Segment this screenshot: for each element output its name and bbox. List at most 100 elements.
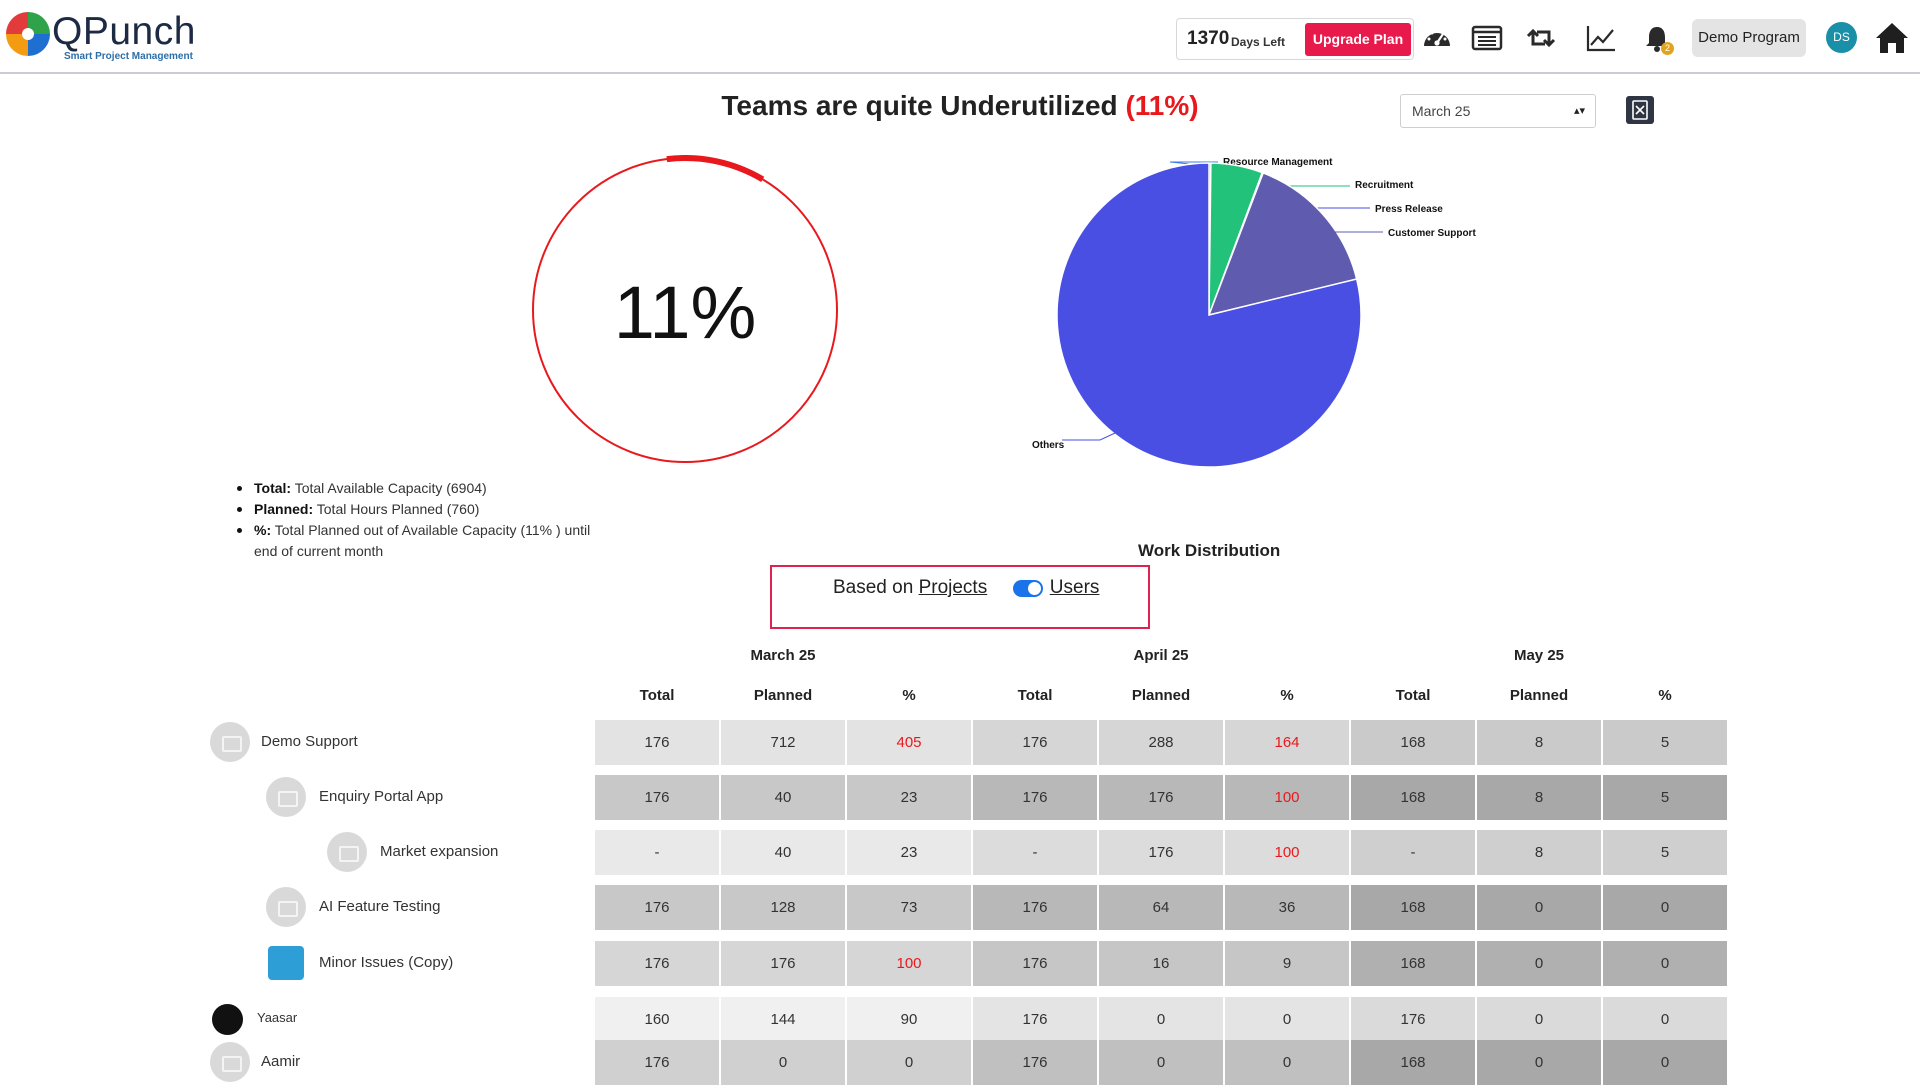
table-cell: 176 — [1099, 830, 1223, 875]
capacity-legend: Total: Total Available Capacity (6904) P… — [237, 478, 614, 562]
table-cell: 712 — [721, 720, 845, 765]
column-header: % — [902, 687, 916, 704]
table-cell: 144 — [721, 997, 845, 1042]
table-row[interactable]: Aamir 176 0 0 176 0 0 168 0 0 — [0, 1040, 1920, 1085]
projects-users-switch[interactable] — [1013, 580, 1043, 597]
pie-label: Customer Support — [1388, 228, 1476, 239]
table-cell: 176 — [973, 1040, 1097, 1085]
pie-slice-others[interactable] — [1056, 162, 1362, 468]
table-cell: 8 — [1477, 830, 1601, 875]
page-title-text: Teams are quite Underutilized — [721, 90, 1118, 121]
pie-leader-line — [1303, 216, 1383, 233]
excel-export-icon[interactable] — [1626, 96, 1654, 124]
table-cell: 0 — [847, 1040, 971, 1085]
brand-name: QPunch — [52, 10, 196, 53]
pie-label: Recruitment — [1355, 180, 1414, 191]
table-cell: 176 — [595, 941, 719, 986]
home-icon[interactable] — [1874, 20, 1910, 56]
switch-knob — [1028, 582, 1041, 595]
toggle-option-users[interactable]: Users — [1049, 577, 1100, 598]
table-cell: 0 — [1099, 997, 1223, 1042]
table-cell: - — [595, 830, 719, 875]
table-cell: 23 — [847, 775, 971, 820]
row-label[interactable]: AI Feature Testing — [319, 898, 441, 915]
month-select[interactable]: March 25 ▴▾ — [1400, 94, 1596, 128]
table-cell: - — [973, 830, 1097, 875]
table-row[interactable]: AI Feature Testing 176 128 73 176 64 36 168 0 0 — [0, 885, 1920, 930]
table-cell: 40 — [721, 830, 845, 875]
top-navbar: QPunch Smart Project Management 1370 Day… — [0, 0, 1920, 74]
days-left-number: 1370 — [1187, 28, 1230, 49]
table-row[interactable]: Market expansion -40 23-176 100-8 5 — [0, 830, 1920, 875]
pie-chart-title: Work Distribution — [1138, 541, 1281, 560]
table-cell: 176 — [1351, 997, 1475, 1042]
project-icon — [266, 887, 306, 927]
qpunch-logo-icon[interactable] — [6, 12, 50, 56]
project-thumbnail-icon — [268, 946, 304, 980]
table-cell: 100 — [1225, 775, 1349, 820]
column-header: Planned — [1131, 687, 1191, 704]
table-cell: 8 — [1477, 720, 1601, 765]
table-row[interactable]: Demo Support 176 712 405 176 288 164 168 8 5 — [0, 720, 1920, 765]
table-cell: 176 — [595, 775, 719, 820]
table-cell: 176 — [973, 941, 1097, 986]
row-label[interactable]: Enquiry Portal App — [319, 788, 444, 805]
table-cell: 0 — [721, 1040, 845, 1085]
table-cell: 36 — [1225, 885, 1349, 930]
column-header: % — [1658, 687, 1672, 704]
list-icon[interactable] — [1471, 22, 1503, 54]
pie-label: Resource Management — [1223, 157, 1333, 168]
legend-item-percent: %: Total Planned out of Available Capaci… — [237, 520, 594, 562]
table-cell: 176 — [721, 941, 845, 986]
row-label[interactable]: Yaasar — [257, 1010, 298, 1025]
table-cell: 405 — [847, 720, 971, 765]
table-cell: 0 — [1477, 1040, 1601, 1085]
toggle-option-projects[interactable]: Projects — [918, 577, 988, 598]
table-cell: 0 — [1225, 997, 1349, 1042]
row-label[interactable]: Market expansion — [380, 843, 499, 860]
table-cell: 0 — [1477, 997, 1601, 1042]
table-cell: 100 — [847, 941, 971, 986]
column-header: Total — [639, 687, 675, 704]
row-label[interactable]: Demo Support — [261, 733, 358, 750]
page-title: Teams are quite Underutilized (11%) — [0, 90, 1920, 122]
table-cell: 176 — [973, 775, 1097, 820]
row-label[interactable]: Aamir — [261, 1053, 301, 1070]
table-cell: 176 — [595, 1040, 719, 1085]
table-cell: 16 — [1099, 941, 1223, 986]
utilization-percent: (11%) — [1125, 90, 1199, 121]
user-avatar-icon — [212, 1004, 243, 1035]
column-header: % — [1280, 687, 1294, 704]
chart-line-icon[interactable] — [1585, 22, 1617, 54]
upgrade-plan-button[interactable]: Upgrade Plan — [1305, 23, 1411, 56]
project-icon — [266, 777, 306, 817]
retweet-icon[interactable] — [1525, 22, 1557, 54]
table-cell: 73 — [847, 885, 971, 930]
table-row[interactable]: Minor Issues (Copy) 176 176 100 176 16 9 168 0 0 — [0, 941, 1920, 986]
table-cell: 168 — [1351, 1040, 1475, 1085]
month-header-may: May 25 — [1513, 647, 1565, 664]
table-cell: 5 — [1603, 775, 1727, 820]
pie-label: Press Release — [1375, 204, 1443, 215]
table-row[interactable]: Enquiry Portal App 176 40 23 176 176 100 168 8 5 — [0, 775, 1920, 820]
table-cell: 5 — [1603, 830, 1727, 875]
row-label[interactable]: Minor Issues (Copy) — [319, 954, 454, 971]
table-cell: 0 — [1477, 885, 1601, 930]
table-cell: 288 — [1099, 720, 1223, 765]
column-header: Planned — [753, 687, 813, 704]
based-on-toggle: Based on Projects Users — [833, 577, 1099, 599]
user-avatar[interactable]: DS — [1826, 22, 1857, 53]
dashboard-icon[interactable] — [1421, 22, 1453, 54]
table-cell: 0 — [1603, 941, 1727, 986]
work-distribution-pie-chart: Resource Management Recruitment Press Rele… — [1032, 157, 1476, 468]
sort-caret-icon: ▴▾ — [1573, 105, 1585, 117]
column-header: Total — [1395, 687, 1431, 704]
pie-slice-customer-support[interactable] — [1207, 172, 1358, 317]
table-cell: 176 — [595, 885, 719, 930]
month-header-march: March 25 — [750, 647, 816, 664]
table-row[interactable]: Yaasar 160 144 90 176 0 0 176 0 0 — [0, 997, 1920, 1042]
bell-icon[interactable] — [1641, 22, 1673, 54]
program-selector-button[interactable]: Demo Program — [1692, 19, 1806, 57]
month-header-april: April 25 — [1133, 647, 1189, 664]
table-cell: 0 — [1477, 941, 1601, 986]
